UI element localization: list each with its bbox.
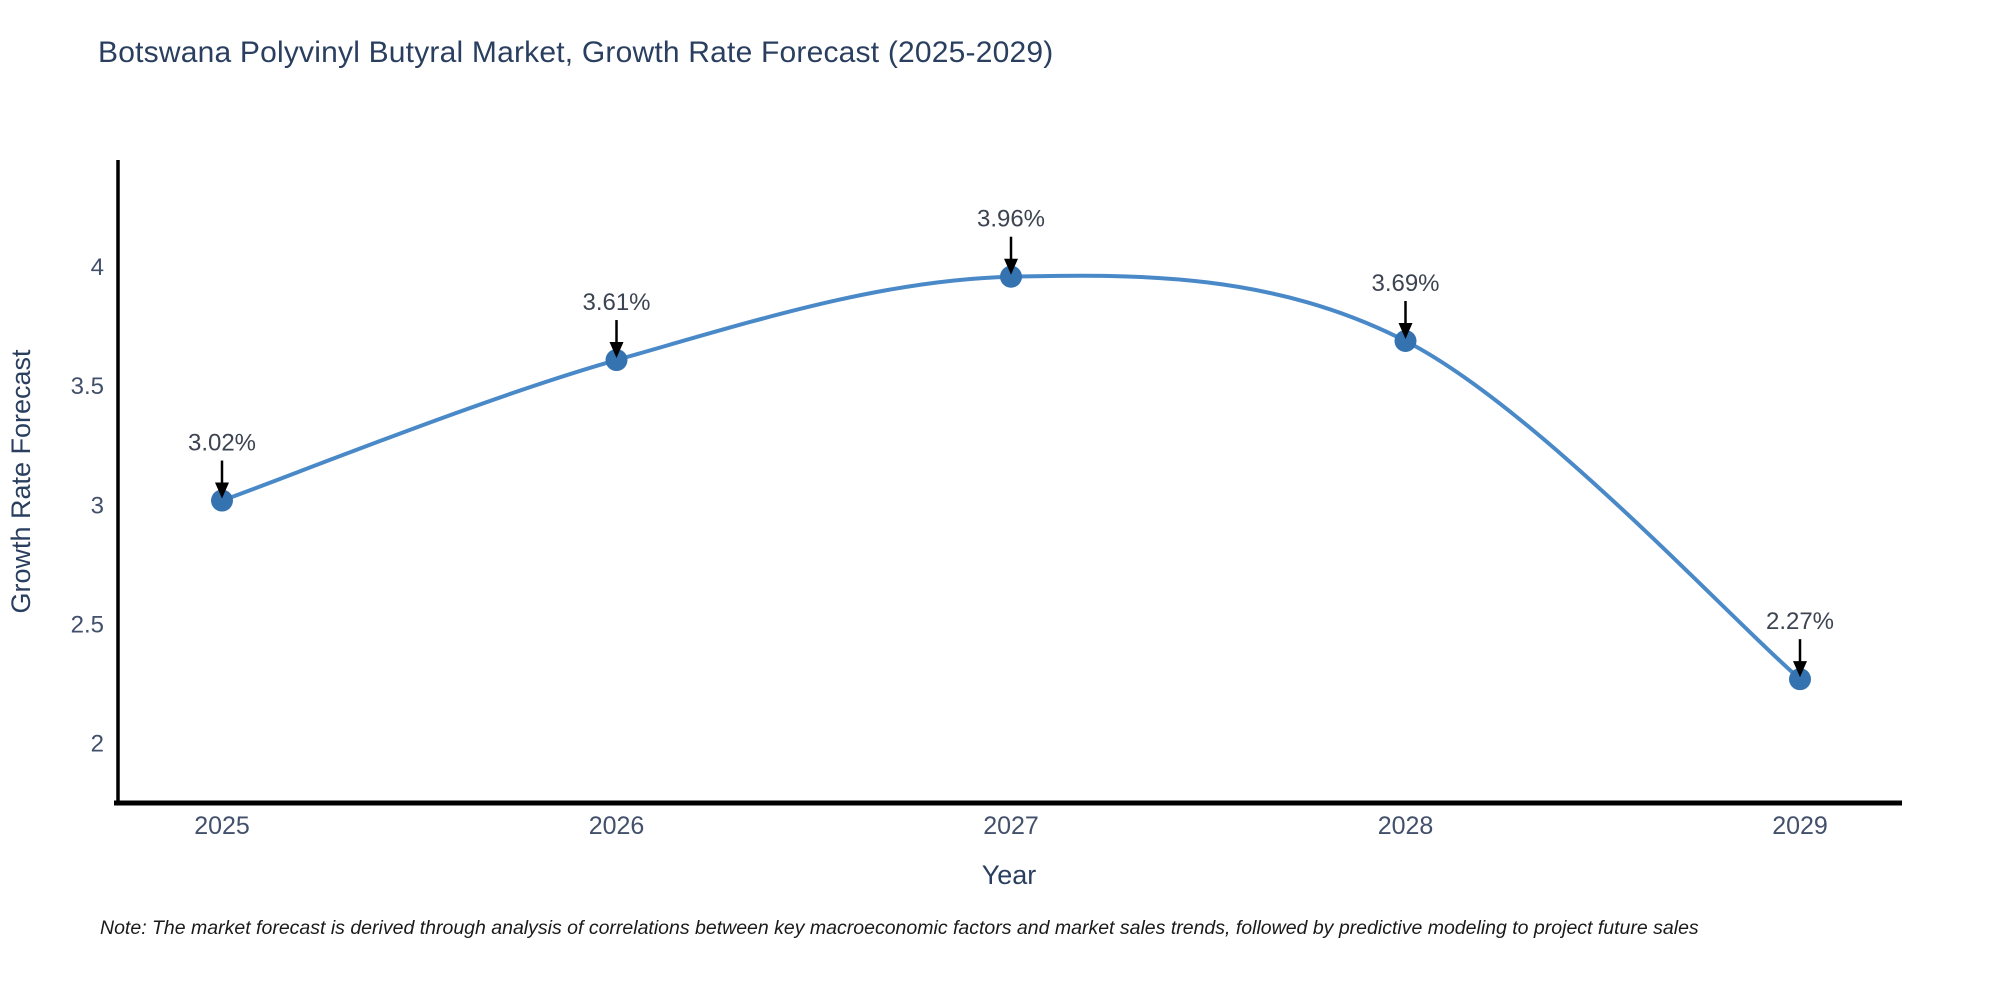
y-tick-label: 2.5 [71, 611, 104, 638]
y-tick-label: 3 [91, 492, 104, 519]
annotation-label: 3.69% [1371, 270, 1439, 297]
annotation-label: 3.61% [582, 289, 650, 316]
annotation-arrowhead-icon [1004, 258, 1018, 275]
x-axis-title: Year [982, 860, 1037, 890]
annotation-label: 3.96% [977, 206, 1045, 233]
data-point-marker [605, 349, 628, 372]
y-tick-label: 3.5 [71, 373, 104, 400]
annotation-label: 3.02% [188, 430, 256, 457]
chart-title: Botswana Polyvinyl Butyral Market, Growt… [98, 36, 1054, 69]
data-point-marker [211, 489, 233, 512]
footnote: Note: The market forecast is derived thr… [100, 917, 1699, 939]
y-tick-label: 4 [91, 254, 104, 281]
y-axis-title: Growth Rate Forecast [6, 349, 36, 614]
annotation-arrowhead-icon [1398, 322, 1413, 339]
annotation-arrowhead-icon [1793, 661, 1807, 678]
annotation-arrowhead-icon [215, 482, 229, 499]
annotation-arrowhead-icon [609, 342, 624, 359]
y-tick-label: 2 [91, 730, 104, 757]
data-point-marker [1000, 265, 1022, 288]
x-tick-label: 2025 [194, 812, 250, 840]
x-tick-label: 2028 [1378, 812, 1434, 840]
data-point-marker [1394, 329, 1417, 352]
forecast-line [220, 273, 1802, 682]
x-tick-label: 2027 [983, 812, 1039, 840]
data-point-marker [1789, 668, 1811, 691]
annotation-label: 2.27% [1766, 608, 1834, 635]
x-tick-label: 2029 [1772, 812, 1828, 840]
x-tick-label: 2026 [589, 812, 645, 840]
